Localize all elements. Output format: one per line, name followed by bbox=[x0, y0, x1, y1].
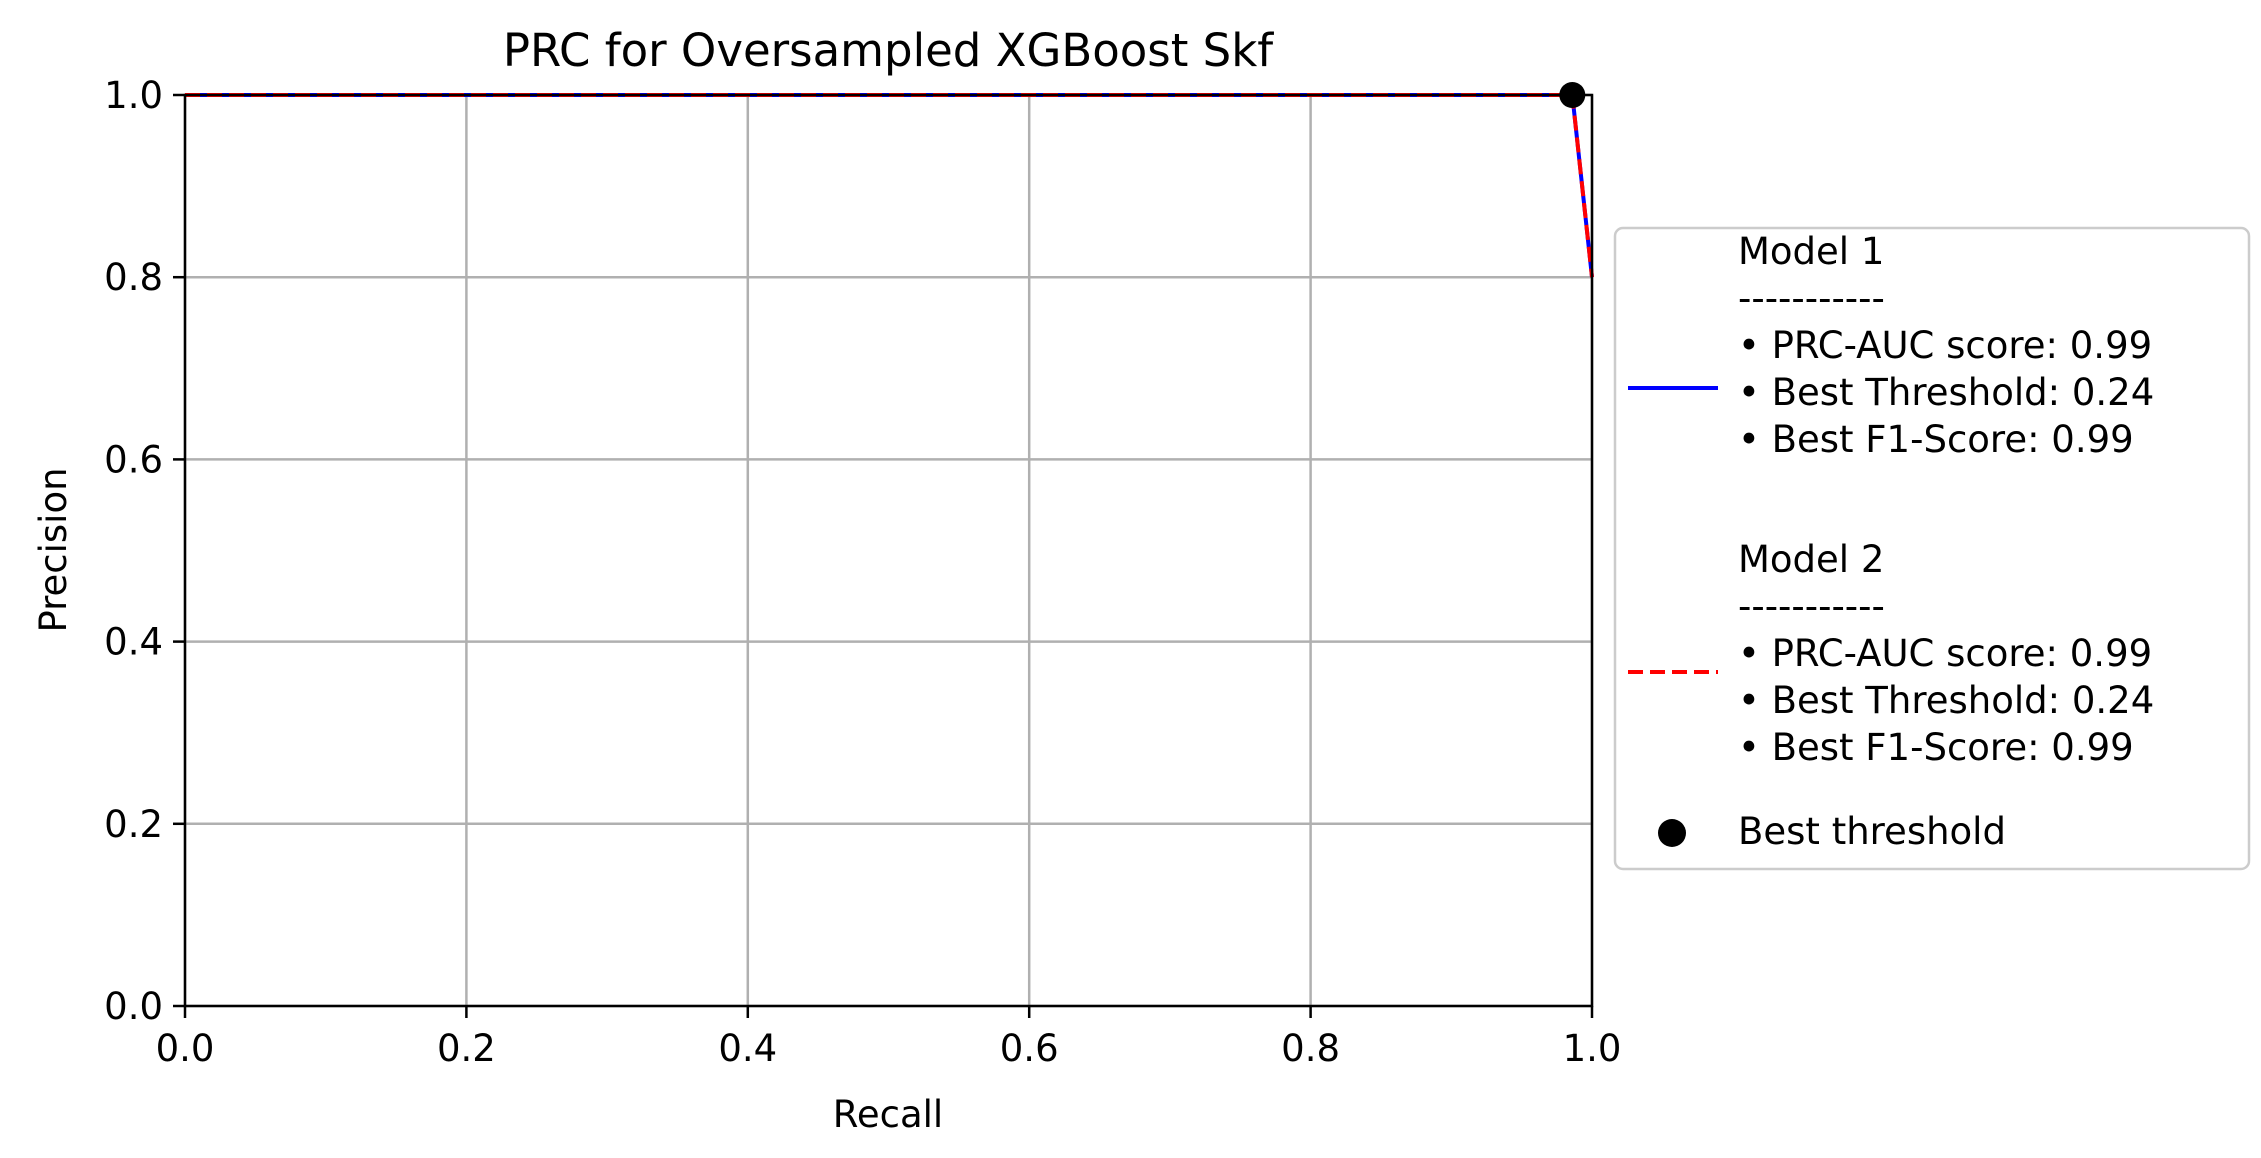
legend-text-model-2: Model 2 bbox=[1738, 538, 1884, 581]
legend-text-model-1: Model 1 bbox=[1738, 230, 1884, 273]
x-tick-label: 0.8 bbox=[1281, 1027, 1340, 1070]
plot-lines bbox=[185, 82, 1594, 278]
legend-text-model-1: • Best F1-Score: 0.99 bbox=[1738, 418, 2134, 461]
series-line-2 bbox=[185, 93, 1594, 278]
x-tick-label: 0.6 bbox=[1000, 1027, 1059, 1070]
legend-text-model-1: • PRC-AUC score: 0.99 bbox=[1738, 324, 2152, 367]
x-tick-label: 1.0 bbox=[1563, 1027, 1622, 1070]
y-tick-label: 0.8 bbox=[104, 256, 163, 299]
legend-text-best-threshold: Best threshold bbox=[1738, 810, 2006, 853]
legend: Model 1----------- • PRC-AUC score: 0.99… bbox=[1613, 226, 2251, 871]
axis-ticks: 0.0 0.2 0.4 0.6 0.8 1.0 0.0 0.2 0.4 0.6 0.8 1.0 bbox=[104, 74, 1621, 1070]
chart-title: PRC for Oversampled XGBoost Skf bbox=[503, 24, 1274, 77]
x-tick-label: 0.4 bbox=[718, 1027, 777, 1070]
x-tick-label: 0.2 bbox=[437, 1027, 496, 1070]
legend-text-model-2: • Best F1-Score: 0.99 bbox=[1738, 726, 2134, 769]
y-tick-label: 0.2 bbox=[104, 803, 163, 846]
legend-text-model-2: ----------- bbox=[1738, 585, 1885, 628]
y-tick-label: 1.0 bbox=[104, 74, 163, 117]
x-axis-label: Recall bbox=[833, 1093, 943, 1136]
y-axis-label: Precision bbox=[32, 467, 75, 632]
grid-lines bbox=[183, 93, 1594, 1008]
legend-text-model-2: • PRC-AUC score: 0.99 bbox=[1738, 632, 2152, 675]
legend-box bbox=[1613, 226, 2251, 871]
x-tick-label: 0.0 bbox=[156, 1027, 215, 1070]
y-tick-label: 0.6 bbox=[104, 438, 163, 481]
legend-text-model-2: • Best Threshold: 0.24 bbox=[1738, 679, 2154, 722]
legend-swatch-best-threshold bbox=[1658, 819, 1686, 847]
legend-text-model-1: ----------- bbox=[1738, 277, 1885, 320]
series-line-1 bbox=[185, 93, 1594, 278]
y-tick-label: 0.4 bbox=[104, 621, 163, 664]
y-tick-label: 0.0 bbox=[104, 985, 163, 1028]
plot-frame bbox=[183, 93, 1594, 1008]
legend-text-model-1: • Best Threshold: 0.24 bbox=[1738, 371, 2154, 414]
